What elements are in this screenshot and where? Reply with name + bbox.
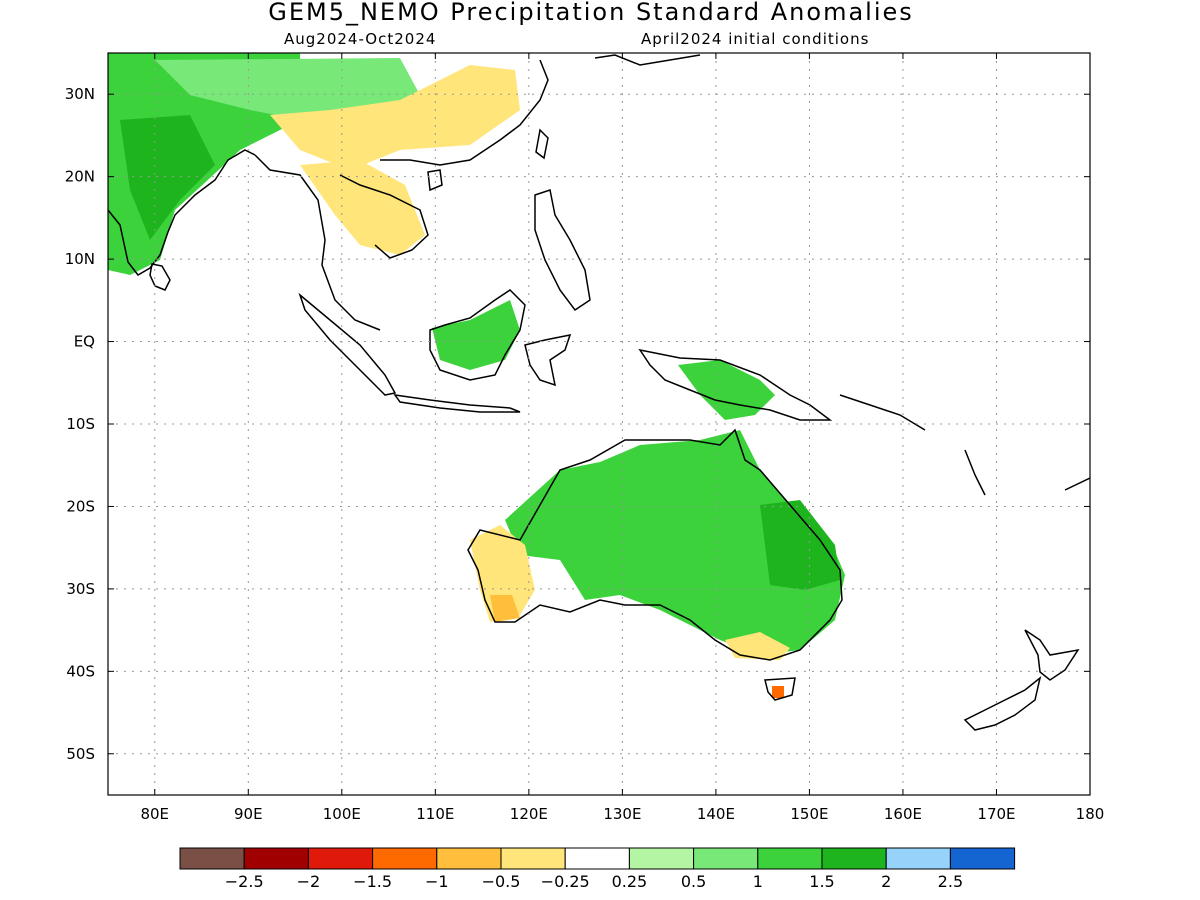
colorbar-label: −0.5 (482, 872, 521, 891)
colorbar-swatch (500, 847, 566, 870)
colorbar-swatch (628, 847, 695, 870)
colorbar-label: 1.5 (809, 872, 834, 891)
colorbar-label: −0.25 (541, 872, 590, 891)
lon-tick-label: 160E (884, 805, 922, 823)
coast-australia (467, 428, 843, 661)
colorbar-swatch (821, 847, 887, 870)
colorbar-label: 2 (881, 872, 891, 891)
coast-china (380, 59, 549, 166)
coast-borneo (429, 289, 526, 381)
map-title: GEM5_NEMO Precipitation Standard Anomali… (268, 0, 914, 26)
longitude-axis: 80E 90E 100E 110E 120E 130E 140E 150E 160E 170E 18… (140, 53, 1104, 823)
coast-indochina (254, 154, 429, 331)
lat-tick-label: 30N (65, 85, 95, 103)
region-indochina (300, 160, 425, 255)
lon-tick-label: 180 (1076, 805, 1105, 823)
coast-new-guinea (638, 348, 833, 421)
region-new-guinea (678, 360, 775, 420)
colorbar-label: 0.25 (612, 872, 648, 891)
region-southeast-australia (640, 575, 800, 645)
lon-tick-label: 170E (977, 805, 1015, 823)
region-southwest-australia (470, 525, 535, 622)
coast-new-zealand-south (963, 676, 1042, 731)
latitude-axis: 30N 20N 10N EQ 10S 20S 30S 40S 50S (65, 85, 1090, 763)
colorbar-label: −1 (425, 872, 449, 891)
lat-tick-label: 10S (66, 415, 95, 433)
colorbar-swatch (307, 847, 374, 870)
initial-conditions: April2024 initial conditions (641, 30, 870, 48)
coast-java (393, 394, 521, 413)
coast-sulawesi (524, 334, 572, 387)
lon-tick-label: 140E (697, 805, 735, 823)
region-tasmania (772, 686, 784, 698)
coast-hainan (427, 169, 443, 192)
lon-tick-label: 150E (790, 805, 828, 823)
colorbar-swatch (693, 847, 759, 870)
coast-sumatra (298, 292, 397, 396)
coast-tasmania (764, 677, 796, 701)
colorbar-label: −2.5 (225, 872, 264, 891)
coast-new-zealand-north (1024, 629, 1080, 681)
coast-india (108, 149, 256, 276)
map-plot-area (108, 53, 1090, 795)
colorbar-swatch (436, 847, 502, 870)
region-east-australia (760, 500, 840, 590)
lon-tick-label: 100E (323, 805, 361, 823)
coast-japan (594, 54, 701, 66)
colorbar-swatch (243, 847, 309, 870)
colorbar-swatch (372, 847, 438, 870)
lat-tick-label: 50S (66, 745, 95, 763)
region-south-china (270, 65, 520, 170)
coast-fiji (1064, 477, 1090, 491)
map-frame (107, 52, 1091, 796)
lon-tick-label: 90E (234, 805, 263, 823)
region-victoria-coast (725, 632, 790, 660)
colorbar-label: 1 (753, 872, 763, 891)
lat-tick-label: EQ (74, 333, 95, 351)
coastlines (108, 54, 1090, 731)
lon-tick-label: 110E (416, 805, 454, 823)
lat-tick-label: 20S (66, 497, 95, 515)
colorbar-swatch (564, 847, 630, 870)
colorbar: −2.5 −2 −1.5 −1 −0.5 −0.25 0.25 0.5 1 1.5 2 2.5 (179, 847, 1016, 891)
coast-taiwan (535, 128, 549, 160)
lat-tick-label: 30S (66, 580, 95, 598)
colorbar-label: 2.5 (938, 872, 963, 891)
colorbar-swatch (949, 847, 1016, 870)
lon-tick-label: 120E (510, 805, 548, 823)
colorbar-swatch (885, 847, 951, 870)
colorbar-label: 0.5 (681, 872, 706, 891)
region-southwest-australia-tip (490, 595, 520, 622)
coast-sri-lanka (149, 263, 171, 291)
lat-tick-label: 10N (65, 250, 95, 268)
coast-solomons (839, 394, 926, 431)
colorbar-label: −2 (297, 872, 321, 891)
colorbar-swatch (179, 847, 245, 870)
anomaly-shading (108, 53, 845, 698)
region-borneo (432, 300, 520, 370)
lat-tick-label: 40S (66, 662, 95, 680)
forecast-period: Aug2024-Oct2024 (284, 30, 437, 48)
coast-vanuatu (964, 449, 986, 496)
colorbar-swatch (757, 847, 823, 870)
coast-philippines (534, 189, 591, 312)
region-india-core (120, 115, 215, 240)
colorbar-label: −1.5 (353, 872, 392, 891)
lat-tick-label: 20N (65, 168, 95, 186)
lon-tick-label: 80E (140, 805, 169, 823)
grid-lines (108, 53, 1090, 795)
lon-tick-label: 130E (603, 805, 641, 823)
